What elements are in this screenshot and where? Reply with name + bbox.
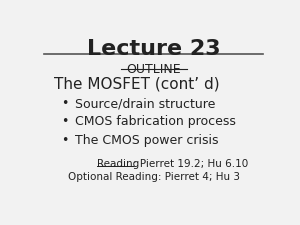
Text: •: • [61,115,68,128]
Text: •: • [61,134,68,146]
Text: : Pierret 19.2; Hu 6.10: : Pierret 19.2; Hu 6.10 [133,159,248,169]
Text: Source/drain structure: Source/drain structure [75,97,215,110]
Text: The CMOS power crisis: The CMOS power crisis [75,134,218,146]
Text: Reading: Reading [97,159,139,169]
Text: Optional Reading: Pierret 4; Hu 3: Optional Reading: Pierret 4; Hu 3 [68,172,240,182]
Text: OUTLINE: OUTLINE [126,63,181,76]
Text: Lecture 23: Lecture 23 [87,39,220,59]
Text: •: • [61,97,68,110]
Text: The MOSFET (contʼ d): The MOSFET (contʼ d) [54,76,219,91]
Text: CMOS fabrication process: CMOS fabrication process [75,115,236,128]
